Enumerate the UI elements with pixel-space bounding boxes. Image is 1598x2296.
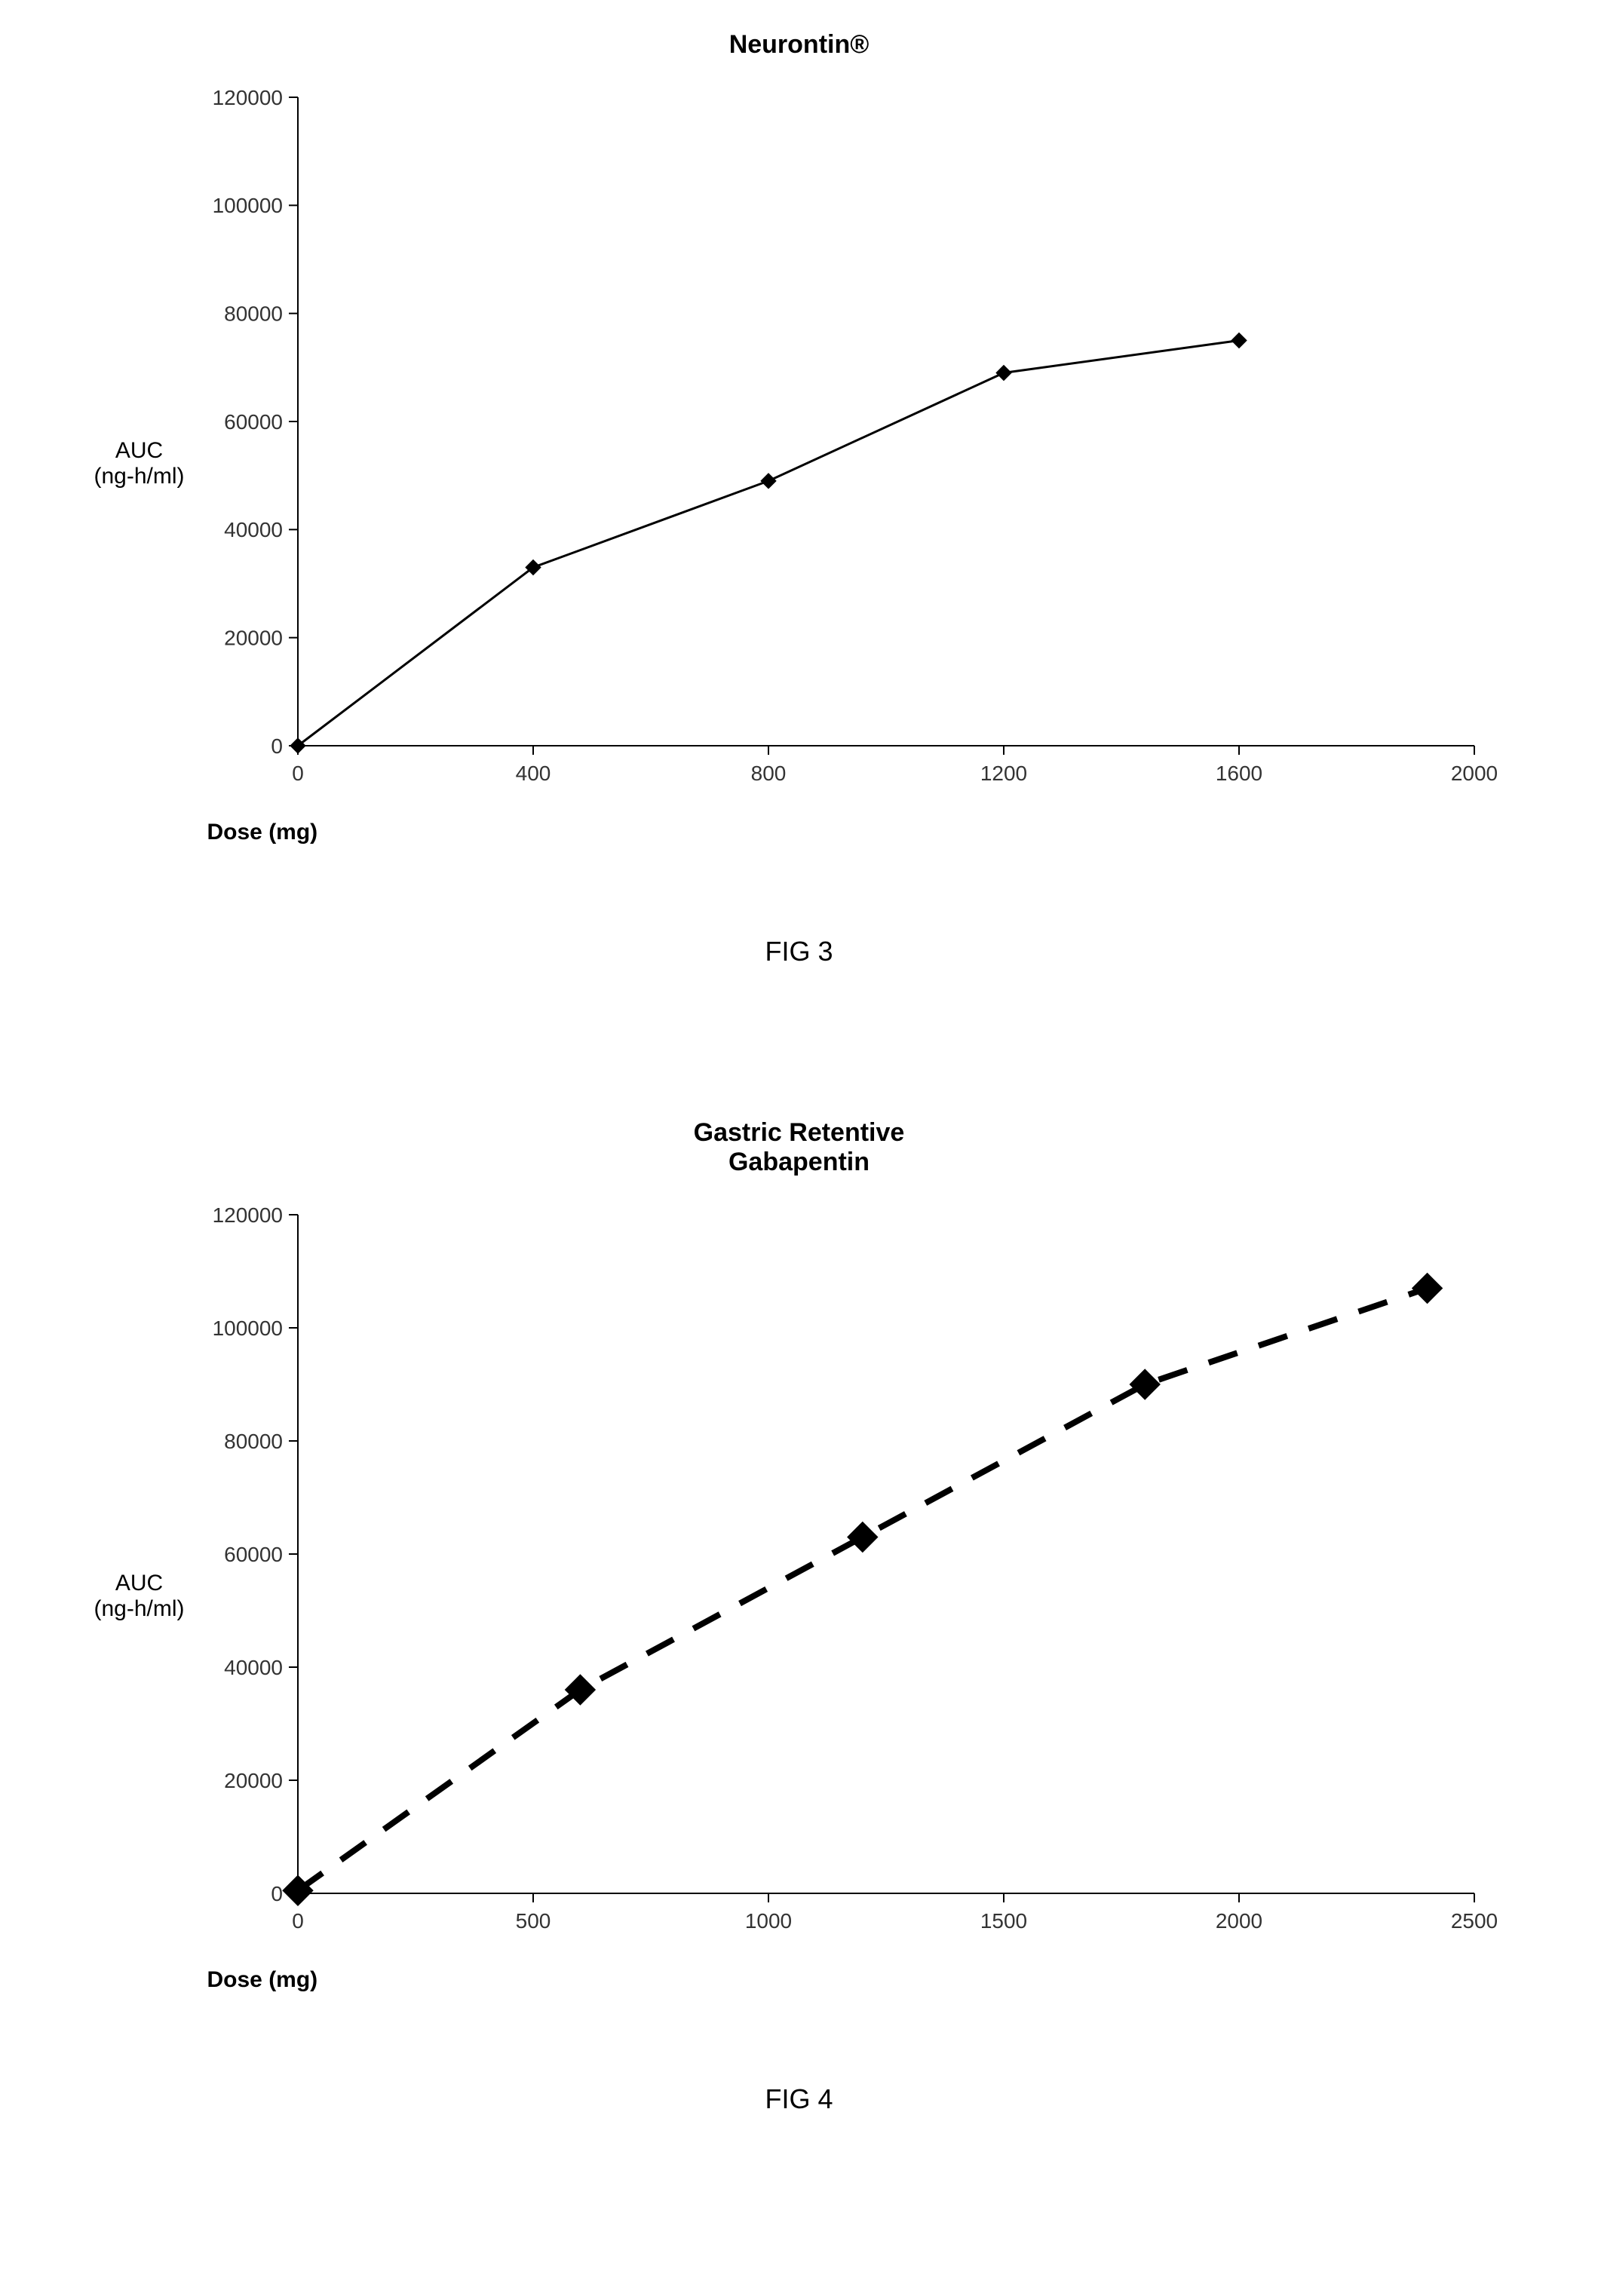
svg-text:40000: 40000 — [224, 1656, 283, 1679]
svg-text:0: 0 — [271, 1882, 283, 1905]
svg-text:0: 0 — [292, 1909, 304, 1933]
chart2-title: Gastric Retentive Gabapentin — [30, 1118, 1568, 1177]
chart2-body: AUC (ng-h/ml) 02000040000600008000010000… — [30, 1200, 1568, 1993]
chart1-title: Neurontin® — [30, 30, 1568, 60]
chart2-svg: 0 20000 40000 60000 80000 100000 120000 0 500 100… — [207, 1200, 1504, 1954]
svg-text:120000: 120000 — [212, 86, 282, 109]
chart-gastric-retentive: Gastric Retentive Gabapentin AUC (ng-h/m… — [30, 1118, 1568, 2115]
svg-text:2500: 2500 — [1450, 1909, 1497, 1933]
chart1-svg: 0 20000 40000 60000 80000 100000 120000 0 400 800… — [207, 82, 1504, 806]
chart2-xlabel: Dose (mg) — [207, 1967, 1504, 1993]
chart2-ylabel-line2: (ng-h/ml) — [94, 1596, 184, 1622]
svg-text:120000: 120000 — [212, 1203, 282, 1227]
fig3-label: FIG 3 — [30, 936, 1568, 967]
svg-text:0: 0 — [292, 762, 304, 785]
chart2-ylabel-line1: AUC — [94, 1571, 184, 1596]
fig4-label: FIG 4 — [30, 2083, 1568, 2115]
svg-text:2000: 2000 — [1450, 762, 1497, 785]
svg-text:80000: 80000 — [224, 302, 283, 325]
chart1-ylabel-line2: (ng-h/ml) — [94, 464, 184, 489]
svg-text:1600: 1600 — [1215, 762, 1262, 785]
svg-text:0: 0 — [271, 734, 283, 758]
chart-neurontin: Neurontin® AUC (ng-h/ml) 020000400006000… — [30, 30, 1568, 967]
chart1-ylabel-line1: AUC — [94, 438, 184, 464]
svg-text:2000: 2000 — [1215, 1909, 1262, 1933]
chart2-ylabel: AUC (ng-h/ml) — [94, 1571, 184, 1622]
svg-text:1000: 1000 — [744, 1909, 791, 1933]
svg-text:800: 800 — [750, 762, 786, 785]
svg-text:20000: 20000 — [224, 626, 283, 649]
chart1-ylabel: AUC (ng-h/ml) — [94, 438, 184, 489]
svg-text:60000: 60000 — [224, 1543, 283, 1566]
chart2-plot-container: 0 20000 40000 60000 80000 100000 120000 0 500 100… — [207, 1200, 1504, 1993]
chart2-title-line2: Gabapentin — [30, 1148, 1568, 1177]
svg-text:80000: 80000 — [224, 1430, 283, 1453]
svg-text:400: 400 — [515, 762, 551, 785]
svg-text:500: 500 — [515, 1909, 551, 1933]
chart1-body: AUC (ng-h/ml) 02000040000600008000010000… — [30, 82, 1568, 845]
svg-text:20000: 20000 — [224, 1769, 283, 1792]
svg-text:60000: 60000 — [224, 410, 283, 434]
svg-text:100000: 100000 — [212, 1317, 282, 1340]
chart1-plot-container: 0 20000 40000 60000 80000 100000 120000 0 400 800… — [207, 82, 1504, 845]
svg-text:1200: 1200 — [980, 762, 1026, 785]
chart2-title-line1: Gastric Retentive — [30, 1118, 1568, 1148]
svg-text:100000: 100000 — [212, 194, 282, 217]
svg-text:1500: 1500 — [980, 1909, 1026, 1933]
chart1-xlabel: Dose (mg) — [207, 820, 1504, 845]
svg-text:40000: 40000 — [224, 518, 283, 541]
